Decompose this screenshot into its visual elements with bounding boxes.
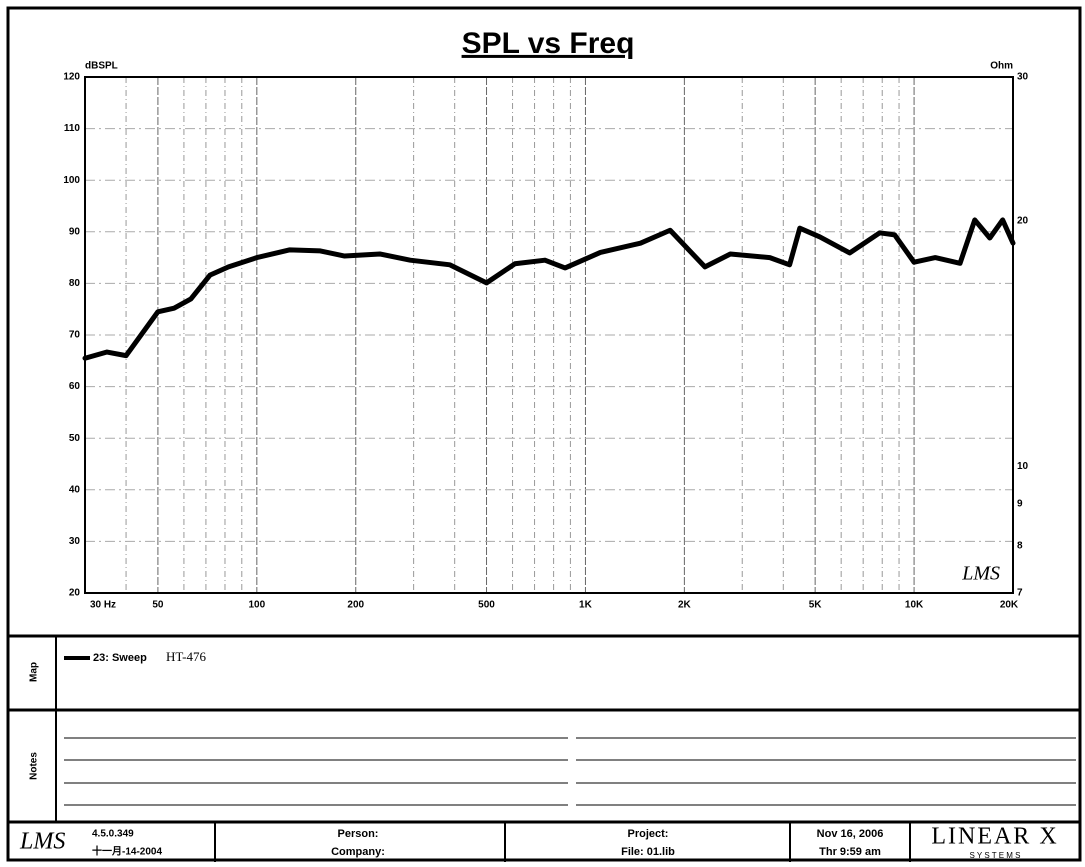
brand-sub: S Y S T E M S <box>970 851 1021 860</box>
series-line <box>82 217 1016 361</box>
version: 4.5.0.349 <box>92 829 134 840</box>
y-tick-label: 30 <box>69 536 81 547</box>
notes-label: Notes <box>29 752 40 780</box>
frame <box>6 6 1082 862</box>
y-tick-label: 40 <box>69 484 81 495</box>
map-label: Map <box>29 662 40 682</box>
x-tick-label: 10K <box>905 600 924 611</box>
y-tick-label: 20 <box>69 588 81 599</box>
y-label: dBSPL <box>85 61 118 72</box>
bottom-panels <box>8 634 1080 862</box>
x-tick-label: 5K <box>809 600 823 611</box>
x-tick-label: 500 <box>478 600 495 611</box>
x-tick-label: 2K <box>678 600 692 611</box>
y-tick-label: 120 <box>63 72 80 83</box>
y2-tick-label: 30 <box>1017 72 1029 83</box>
x-tick-label: 100 <box>248 600 265 611</box>
time: Thr 9:59 am <box>819 846 881 858</box>
legend-label: 23: Sweep <box>93 652 147 664</box>
y2-tick-label: 8 <box>1017 540 1023 551</box>
x-tick-label: 1K <box>579 600 593 611</box>
file: File: 01.lib <box>621 846 675 858</box>
x-tick-label: 200 <box>347 600 364 611</box>
y-tick-label: 90 <box>69 226 81 237</box>
y2-tick-label: 20 <box>1017 215 1029 226</box>
footer-logo: LMS <box>19 829 65 855</box>
y2-label: Ohm <box>990 61 1013 72</box>
brand: LINEAR X <box>931 824 1058 850</box>
y-tick-label: 80 <box>69 278 81 289</box>
plot-frame <box>84 76 1014 594</box>
plot-logo: LMS <box>961 563 1000 585</box>
x-tick-label: 20K <box>1000 600 1019 611</box>
x-tick-label: 50 <box>152 600 164 611</box>
project: Project: <box>628 828 669 840</box>
y-tick-label: 100 <box>63 175 80 186</box>
y-tick-label: 110 <box>64 123 81 134</box>
x-tick-label: 30 Hz <box>90 600 116 611</box>
y2-tick-label: 7 <box>1017 588 1023 599</box>
date: Nov 16, 2006 <box>817 828 884 840</box>
company: Company: <box>331 846 385 858</box>
map-note: HT-476 <box>166 649 206 664</box>
y-tick-label: 60 <box>69 381 81 392</box>
person: Person: <box>338 828 379 840</box>
y2-tick-label: 10 <box>1017 461 1029 472</box>
chart-title: SPL vs Freq <box>462 27 635 60</box>
y-tick-label: 50 <box>69 433 81 444</box>
build-date: 十一月-14-2004 <box>92 845 162 858</box>
y-tick-label: 70 <box>69 330 81 341</box>
y2-tick-label: 9 <box>1017 499 1023 510</box>
